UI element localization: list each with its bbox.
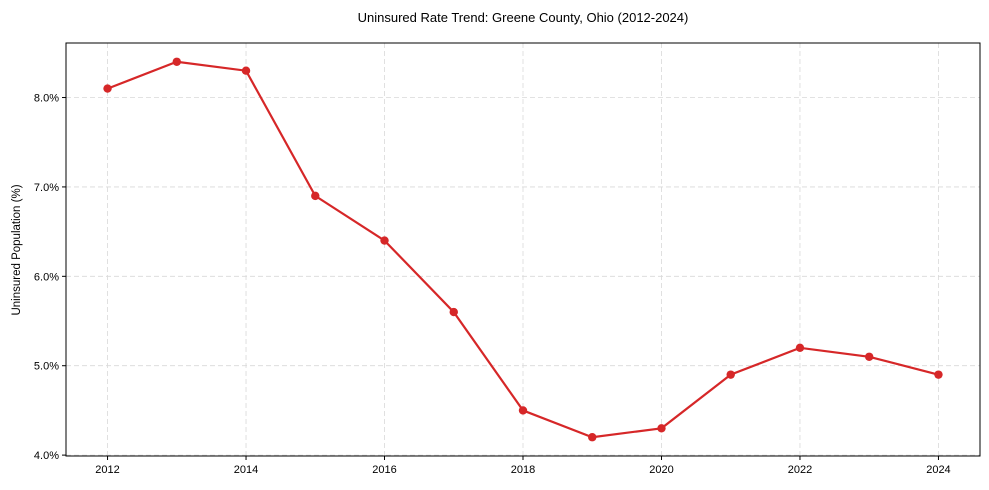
data-point-2014 <box>241 66 251 75</box>
x-tick-label: 2020 <box>649 464 673 476</box>
y-tick-label: 7.0% <box>34 182 59 194</box>
data-point-2019 <box>588 433 597 442</box>
y-axis-label: Uninsured Population (%) <box>11 184 23 315</box>
x-tick-label: 2022 <box>788 464 812 476</box>
data-point-2023 <box>865 352 874 361</box>
data-point-2012 <box>103 84 112 93</box>
x-tick-label: 2014 <box>234 464 258 476</box>
x-tick-label: 2024 <box>926 464 950 476</box>
x-tick-label: 2018 <box>511 464 535 476</box>
data-point-2020 <box>657 424 666 433</box>
y-tick-label: 8.0% <box>34 93 59 105</box>
y-tick-label: 5.0% <box>34 361 59 373</box>
y-tick-label: 6.0% <box>34 271 59 283</box>
data-point-2015 <box>311 191 320 201</box>
data-point-2018 <box>518 406 528 415</box>
data-point-2013 <box>172 57 181 66</box>
y-tick-label: 4.0% <box>34 450 59 462</box>
x-tick-label: 2016 <box>372 464 396 476</box>
chart-title: Uninsured Rate Trend: Greene County, Ohi… <box>358 10 689 25</box>
data-point-2021 <box>726 370 735 379</box>
data-point-2017 <box>449 307 458 317</box>
plot-frame <box>65 42 981 457</box>
data-point-2024 <box>934 370 943 379</box>
data-point-2016 <box>380 236 389 245</box>
data-point-2022 <box>795 343 805 353</box>
x-tick-label: 2012 <box>95 464 119 476</box>
